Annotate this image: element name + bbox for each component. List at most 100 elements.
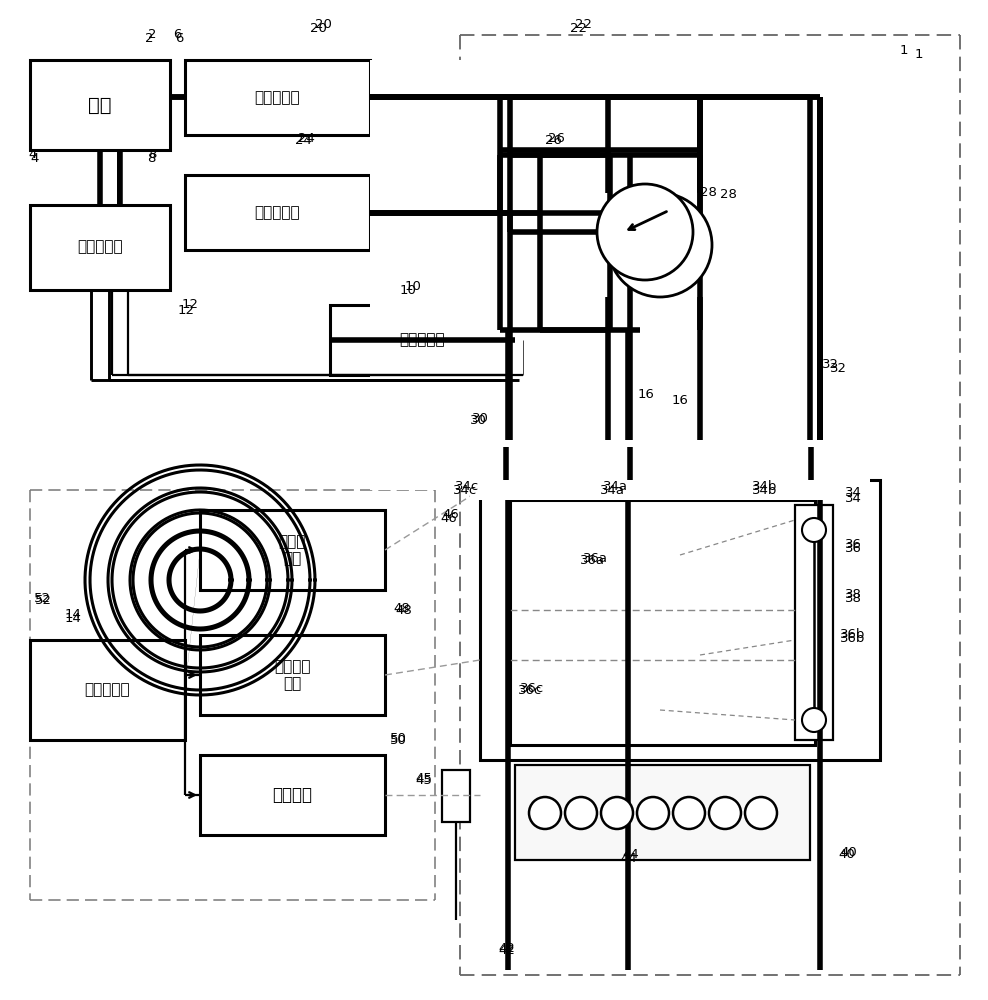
Text: 20: 20 (310, 21, 327, 34)
Text: 36: 36 (845, 538, 862, 552)
Text: 34: 34 (845, 487, 862, 499)
Circle shape (565, 797, 597, 829)
Text: 14: 14 (65, 611, 82, 624)
Bar (480, 450, 535, 485)
Text: 气罐: 气罐 (88, 96, 112, 114)
Text: 45: 45 (415, 772, 432, 784)
Bar (515, 765, 810, 860)
Text: 34a: 34a (600, 484, 625, 496)
Bar (785, 447, 837, 485)
Bar (200, 635, 385, 715)
Bar (370, 60, 830, 105)
Text: 流量调节器: 流量调节器 (77, 239, 123, 254)
Text: 12: 12 (178, 304, 195, 316)
Bar (30, 640, 185, 740)
Text: 34c: 34c (455, 481, 479, 493)
Text: 16: 16 (672, 393, 689, 406)
Bar (510, 500, 815, 745)
Circle shape (637, 797, 669, 829)
Text: 36a: 36a (580, 554, 605, 566)
Text: 2: 2 (148, 28, 156, 41)
Bar (330, 305, 515, 375)
Bar (370, 60, 870, 490)
Text: 36c: 36c (520, 682, 544, 694)
Text: 试样导入部: 试样导入部 (399, 332, 445, 348)
Text: 10: 10 (400, 284, 417, 296)
Text: 压力调节器: 压力调节器 (254, 206, 299, 221)
Bar (470, 440, 870, 500)
Text: 压力调节器: 压力调节器 (254, 91, 299, 105)
Text: 36: 36 (845, 542, 862, 554)
Text: 34b: 34b (752, 484, 778, 496)
Bar (30, 60, 170, 150)
Text: 34b: 34b (752, 481, 778, 493)
Text: 26: 26 (545, 133, 562, 146)
Text: 48: 48 (395, 603, 412, 616)
Text: 36b: 36b (840, 629, 865, 642)
Bar (795, 505, 833, 740)
Bar (442, 770, 470, 822)
Text: 32: 32 (822, 359, 839, 371)
Text: 丝极驱动
电路: 丝极驱动 电路 (274, 659, 310, 691)
Bar (480, 447, 532, 485)
Text: 34: 34 (845, 491, 862, 504)
Text: 1: 1 (915, 48, 924, 62)
Text: 52: 52 (35, 593, 52, 606)
Text: 26: 26 (548, 131, 565, 144)
Text: 52: 52 (34, 591, 51, 604)
Text: 38: 38 (845, 591, 862, 604)
Text: 阀驱动
电路: 阀驱动 电路 (279, 534, 305, 566)
Circle shape (601, 797, 633, 829)
Text: 40: 40 (838, 848, 855, 861)
Text: 24: 24 (295, 133, 312, 146)
Text: 6: 6 (173, 28, 182, 41)
Text: 28: 28 (720, 188, 737, 202)
Text: 14: 14 (65, 608, 82, 621)
Circle shape (802, 518, 826, 542)
Circle shape (529, 797, 561, 829)
Text: 4: 4 (28, 148, 37, 161)
Text: 30: 30 (470, 414, 487, 426)
Text: 44: 44 (622, 848, 639, 861)
Text: 频率信号源: 频率信号源 (84, 682, 129, 698)
Circle shape (597, 184, 693, 280)
Text: 36a: 36a (583, 552, 608, 564)
Bar (370, 100, 830, 340)
Text: 16: 16 (638, 388, 655, 401)
Bar (480, 480, 880, 760)
Text: 50: 50 (390, 732, 407, 744)
Text: 50: 50 (390, 734, 407, 746)
Circle shape (673, 797, 705, 829)
Text: 45: 45 (415, 774, 432, 786)
Text: 46: 46 (440, 512, 456, 524)
Text: 36c: 36c (518, 684, 542, 696)
Text: 46: 46 (442, 508, 458, 522)
Circle shape (709, 797, 741, 829)
Text: 4: 4 (30, 151, 39, 164)
Bar (185, 175, 370, 250)
Bar (597, 447, 662, 485)
Bar (790, 450, 845, 485)
Text: 检测电路: 检测电路 (272, 786, 312, 804)
Circle shape (802, 708, 826, 732)
Circle shape (608, 193, 712, 297)
Text: 24: 24 (298, 131, 315, 144)
Circle shape (745, 797, 777, 829)
Text: 8: 8 (147, 151, 155, 164)
Text: 22: 22 (570, 21, 587, 34)
Text: 40: 40 (840, 846, 857, 858)
Text: 20: 20 (315, 18, 332, 31)
Text: 32: 32 (830, 361, 847, 374)
Bar (200, 510, 385, 590)
Text: 34c: 34c (453, 484, 477, 496)
Text: 42: 42 (498, 944, 515, 956)
Text: 12: 12 (182, 298, 199, 312)
Text: 38: 38 (845, 588, 862, 601)
Text: 30: 30 (472, 412, 489, 424)
Text: 2: 2 (145, 31, 153, 44)
Text: 1: 1 (900, 43, 909, 56)
Text: 10: 10 (405, 280, 422, 294)
Text: 8: 8 (148, 148, 156, 161)
Bar (200, 755, 385, 835)
Bar (185, 60, 370, 135)
